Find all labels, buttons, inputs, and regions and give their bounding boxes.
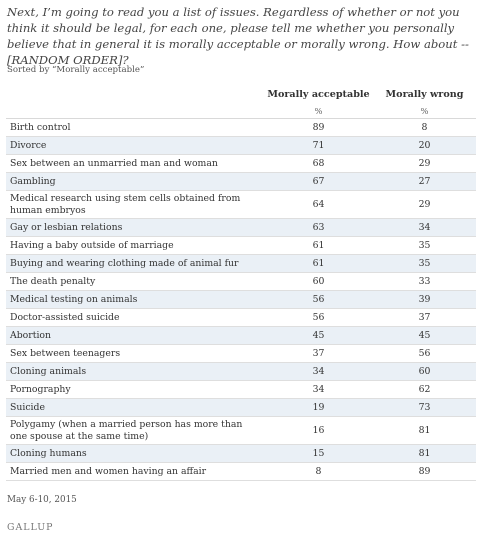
value-morally-wrong: 29 (373, 190, 476, 219)
value-morally-acceptable: 34 (264, 362, 373, 381)
row-label: Doctor-assisted suicide (6, 308, 264, 327)
units-row: % % (6, 103, 476, 119)
value-morally-acceptable: 60 (264, 272, 373, 291)
table-row: Abortion 45 45 (6, 326, 476, 345)
value-morally-acceptable: 19 (264, 398, 373, 417)
row-label: Abortion (6, 326, 264, 345)
row-label: Gay or lesbian relations (6, 218, 264, 237)
row-label: Having a baby outside of marriage (6, 236, 264, 255)
value-morally-acceptable: 61 (264, 254, 373, 273)
value-morally-wrong: 29 (373, 154, 476, 173)
value-morally-wrong: 45 (373, 326, 476, 345)
row-label: Polygamy (when a married person has more… (6, 416, 264, 445)
value-morally-acceptable: 67 (264, 172, 373, 191)
value-morally-wrong: 8 (373, 118, 476, 137)
table-row: Gambling 67 27 (6, 172, 476, 191)
row-label: Married men and women having an affair (6, 462, 264, 481)
row-label: Gambling (6, 172, 264, 191)
column-header-morally-acceptable: Morally acceptable (267, 89, 370, 100)
value-morally-acceptable: 63 (264, 218, 373, 237)
value-morally-acceptable: 34 (264, 380, 373, 399)
value-morally-acceptable: 37 (264, 344, 373, 363)
units-blank (6, 103, 264, 119)
unit-morally-wrong: % (373, 103, 476, 119)
value-morally-wrong: 27 (373, 172, 476, 191)
value-morally-wrong: 56 (373, 344, 476, 363)
table-row: Cloning humans 15 81 (6, 444, 476, 463)
row-label: Medical testing on animals (6, 290, 264, 309)
table-row: Divorce 71 20 (6, 136, 476, 155)
value-morally-acceptable: 16 (264, 416, 373, 445)
value-morally-wrong: 81 (373, 444, 476, 463)
table-row: Birth control 89 8 (6, 118, 476, 137)
row-label: Birth control (6, 118, 264, 137)
row-label: Buying and wearing clothing made of anim… (6, 254, 264, 273)
table-row: Having a baby outside of marriage 61 35 (6, 236, 476, 255)
survey-dates: May 6-10, 2015 (7, 495, 77, 505)
table-row: Medical testing on animals 56 39 (6, 290, 476, 309)
table-row: Doctor-assisted suicide 56 37 (6, 308, 476, 327)
value-morally-acceptable: 8 (264, 462, 373, 481)
table-row: Sex between an unmarried man and woman 68… (6, 154, 476, 173)
value-morally-acceptable: 45 (264, 326, 373, 345)
value-morally-acceptable: 56 (264, 308, 373, 327)
value-morally-acceptable: 15 (264, 444, 373, 463)
table-row: The death penalty 60 33 (6, 272, 476, 291)
value-morally-wrong: 34 (373, 218, 476, 237)
value-morally-acceptable: 71 (264, 136, 373, 155)
value-morally-wrong: 39 (373, 290, 476, 309)
table-row: Buying and wearing clothing made of anim… (6, 254, 476, 273)
table-body: Birth control 89 8 Divorce 71 20 Sex between a… (6, 118, 476, 481)
value-morally-acceptable: 64 (264, 190, 373, 219)
row-label: Sex between teenagers (6, 344, 264, 363)
row-label: Sex between an unmarried man and woman (6, 154, 264, 173)
value-morally-acceptable: 61 (264, 236, 373, 255)
value-morally-wrong: 33 (373, 272, 476, 291)
table-row: Married men and women having an affair 8 8… (6, 462, 476, 481)
value-morally-wrong: 60 (373, 362, 476, 381)
value-morally-acceptable: 68 (264, 154, 373, 173)
value-morally-wrong: 89 (373, 462, 476, 481)
row-label: The death penalty (6, 272, 264, 291)
value-morally-wrong: 73 (373, 398, 476, 417)
table-row: Medical research using stem cells obtain… (6, 190, 476, 219)
row-label: Medical research using stem cells obtain… (6, 190, 264, 219)
value-morally-wrong: 35 (373, 254, 476, 273)
value-morally-acceptable: 89 (264, 118, 373, 137)
row-label: Cloning humans (6, 444, 264, 463)
unit-morally-acceptable: % (264, 103, 373, 119)
header-blank (6, 86, 264, 103)
table-row: Cloning animals 34 60 (6, 362, 476, 381)
value-morally-wrong: 81 (373, 416, 476, 445)
row-label: Suicide (6, 398, 264, 417)
value-morally-wrong: 37 (373, 308, 476, 327)
value-morally-wrong: 62 (373, 380, 476, 399)
row-label: Pornography (6, 380, 264, 399)
table-row: Pornography 34 62 (6, 380, 476, 399)
row-label: Divorce (6, 136, 264, 155)
column-header-morally-wrong: Morally wrong (385, 89, 464, 100)
value-morally-wrong: 20 (373, 136, 476, 155)
gallup-logo: GALLUP (7, 522, 54, 533)
value-morally-acceptable: 56 (264, 290, 373, 309)
table-row: Gay or lesbian relations 63 34 (6, 218, 476, 237)
header-row: Morally acceptable Morally wrong (6, 86, 476, 103)
table-row: Sex between teenagers 37 56 (6, 344, 476, 363)
value-morally-wrong: 35 (373, 236, 476, 255)
results-table: Morally acceptable Morally wrong % % Bir… (6, 86, 476, 481)
table-row: Polygamy (when a married person has more… (6, 416, 476, 445)
table-row: Suicide 19 73 (6, 398, 476, 417)
survey-question: Next, I’m going to read you a list of is… (7, 5, 469, 67)
row-label: Cloning animals (6, 362, 264, 381)
sort-note: Sorted by “Morally acceptable” (7, 65, 145, 75)
